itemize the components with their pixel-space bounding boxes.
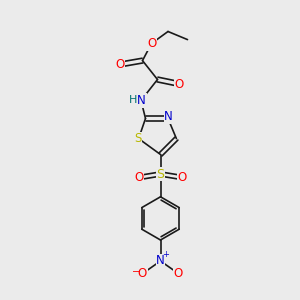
Text: N: N xyxy=(156,254,165,268)
Text: N: N xyxy=(137,94,146,107)
Text: S: S xyxy=(134,132,142,145)
Text: O: O xyxy=(174,267,183,280)
Text: O: O xyxy=(178,171,187,184)
Text: O: O xyxy=(134,171,143,184)
Text: −: − xyxy=(132,267,140,277)
Text: S: S xyxy=(157,167,164,181)
Text: O: O xyxy=(175,77,184,91)
Text: N: N xyxy=(164,110,173,123)
Text: H: H xyxy=(128,94,137,105)
Text: O: O xyxy=(138,267,147,280)
Text: +: + xyxy=(163,250,169,259)
Text: O: O xyxy=(147,37,156,50)
Text: O: O xyxy=(116,58,124,71)
